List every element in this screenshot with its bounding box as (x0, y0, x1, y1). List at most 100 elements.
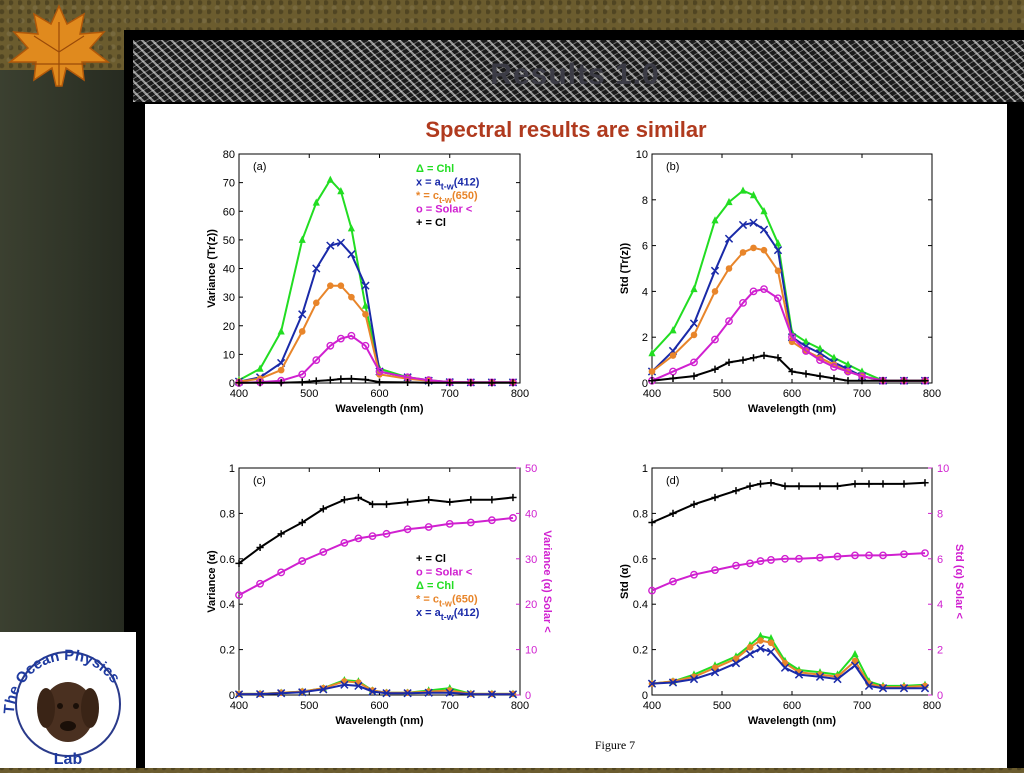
y-tick-label: 0.4 (220, 599, 235, 611)
data-point-solar (865, 551, 873, 560)
data-point-a412 (731, 659, 741, 668)
data-point-cl (732, 487, 740, 495)
data-point-chl (816, 344, 824, 352)
chart-panel-1: 400 500 600 700 800 0 10 20 30 40 50 60 70 80 Waveleng… (206, 149, 529, 415)
data-point-cl (312, 377, 320, 385)
data-point-chl (851, 649, 859, 658)
data-point-a412 (766, 647, 776, 657)
data-point-cl (235, 559, 243, 567)
data-point-solar (487, 516, 496, 525)
data-point-solar (802, 347, 810, 355)
data-point-solar (739, 298, 747, 307)
data-point-a412 (319, 685, 328, 694)
y-tick-label: 2 (642, 332, 648, 344)
y2-tick-label: 30 (525, 554, 537, 566)
x-tick-label: 400 (643, 700, 661, 712)
data-point-cl (739, 356, 747, 364)
data-point-a412 (255, 689, 265, 699)
y2-axis-label: Variance (α) Solar < (541, 530, 553, 632)
data-point-solar (900, 550, 908, 559)
data-point-solar (319, 548, 328, 556)
data-point-a412 (756, 644, 765, 653)
data-point-solar (788, 333, 796, 342)
series-cl (648, 479, 929, 527)
legend-entry-chl: Δ = Chl (416, 163, 454, 175)
data-point-a412 (899, 684, 909, 693)
data-point-solar (816, 356, 824, 364)
data-point-a412 (298, 688, 307, 697)
data-point-solar (879, 551, 887, 560)
data-point-cl (256, 379, 264, 387)
chart-panel-2: 400 500 600 700 800 0 2 4 6 8 10 Wavelength (nm) Std… (619, 149, 941, 415)
data-point-cl (851, 480, 859, 488)
data-point-cl (788, 367, 796, 376)
y-tick-label: 10 (223, 349, 235, 361)
data-point-cl (235, 379, 243, 387)
data-point-c650 (277, 366, 285, 374)
data-point-c650 (337, 282, 345, 289)
data-point-cl (760, 351, 768, 360)
data-point-cl (509, 379, 517, 387)
y-tick-label: 0.8 (633, 508, 648, 520)
chart-panel-4: 400 500 600 700 80000.20.40.60.810246810Std … (619, 463, 965, 727)
data-point-c650 (851, 657, 859, 665)
data-point-solar (312, 356, 321, 364)
data-point-solar (669, 367, 677, 376)
data-point-cl (830, 374, 838, 383)
series-line-cl (239, 377, 513, 384)
data-point-cl (340, 496, 348, 504)
y-axis-label: Std (Tr(z)) (619, 243, 631, 295)
data-point-a412 (780, 663, 790, 672)
data-point-cl (921, 377, 929, 385)
series-line-solar (651, 552, 926, 592)
data-point-cl (347, 375, 355, 383)
y-tick-label: 10 (636, 149, 648, 161)
x-tick-label: 800 (923, 388, 941, 400)
y2-tick-label: 2 (937, 645, 943, 657)
data-point-chl (337, 187, 345, 195)
chart-panel-3: 400 500 600 700 80000.20.40.60.8101020304050… (206, 463, 553, 727)
data-point-chl (756, 631, 765, 639)
y-tick-label: 50 (223, 235, 235, 247)
y-tick-label: 80 (223, 149, 235, 161)
data-point-cl (921, 479, 929, 487)
data-point-cl (277, 379, 285, 387)
data-point-cl (879, 480, 887, 488)
data-point-a412 (647, 679, 657, 688)
y-axis-label: Variance (α) (206, 550, 218, 613)
data-point-chl (298, 235, 306, 243)
data-point-cl (767, 479, 775, 487)
data-point-solar (326, 341, 335, 350)
y2-tick-label: 0 (937, 690, 943, 702)
data-point-a412 (864, 681, 874, 691)
data-point-a412 (368, 687, 377, 696)
ocean-physics-lab-logo: The Ocean Physics Lab (0, 632, 136, 768)
data-point-solar (424, 523, 433, 531)
data-point-a412 (403, 689, 412, 698)
data-point-chl (749, 191, 758, 199)
data-point-cl (816, 372, 824, 380)
data-point-solar (830, 363, 838, 371)
data-point-a412 (234, 690, 244, 699)
data-point-c650 (725, 265, 733, 272)
data-point-a412 (347, 250, 356, 259)
data-point-a412 (710, 266, 720, 275)
series-line-solar (238, 516, 514, 596)
legend-entry-solar: o = Solar < (416, 567, 472, 579)
data-point-solar (690, 570, 698, 579)
data-point-c650 (739, 249, 747, 256)
data-point-cl (277, 530, 285, 538)
data-point-c650 (362, 311, 369, 318)
header-band (133, 40, 1024, 102)
data-point-chl (739, 186, 747, 194)
data-point-c650 (425, 688, 432, 695)
data-point-solar (375, 367, 384, 376)
data-point-cl (326, 376, 334, 384)
data-point-a412 (382, 689, 391, 698)
x-axis-label: Wavelength (nm) (748, 715, 837, 727)
data-point-cl (879, 377, 887, 385)
y-tick-label: 0.6 (633, 554, 648, 566)
y2-tick-label: 10 (937, 463, 949, 475)
data-point-a412 (668, 678, 678, 687)
legend-entry-cl: + = Cl (416, 217, 446, 229)
